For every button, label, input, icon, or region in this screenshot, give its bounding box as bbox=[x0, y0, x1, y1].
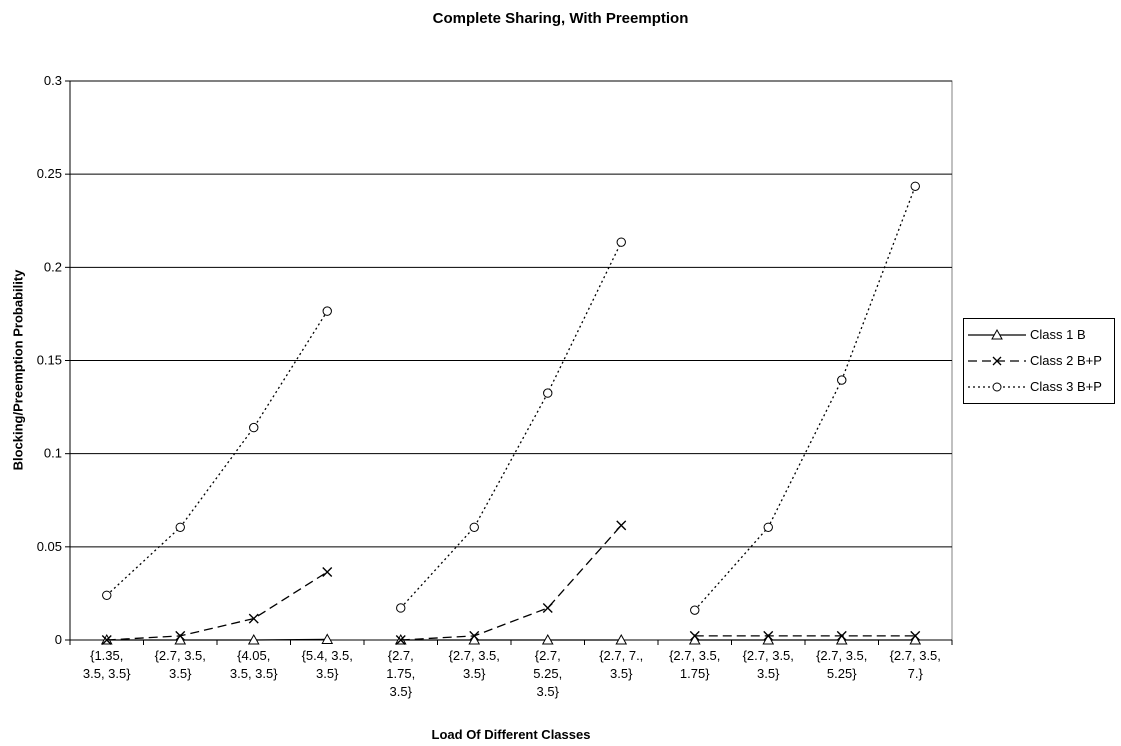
x-tick-label-line: 3.5} bbox=[169, 666, 192, 681]
x-tick-label-line: 3.5, 3.5} bbox=[83, 666, 131, 681]
y-tick-label: 0.05 bbox=[37, 539, 62, 554]
series-3-point bbox=[175, 522, 185, 532]
x-tick-label-line: 3.5} bbox=[610, 666, 633, 681]
y-tick-label: 0.15 bbox=[37, 353, 62, 368]
series-3-point bbox=[837, 375, 847, 385]
x-axis-label: Load Of Different Classes bbox=[431, 727, 591, 742]
series-2-point bbox=[469, 630, 480, 641]
x-tick-label-line: {2.7, 3.5, bbox=[155, 648, 206, 663]
series-3-line bbox=[106, 310, 328, 596]
legend-label-class-3: Class 3 B+P bbox=[1030, 379, 1102, 394]
series-3-line bbox=[400, 241, 622, 609]
x-tick-label-line: 5.25, bbox=[533, 666, 562, 681]
y-tick-label: 0.25 bbox=[37, 166, 62, 181]
series-3-point bbox=[322, 306, 332, 316]
y-tick-label: 0 bbox=[55, 632, 62, 647]
series-3-point bbox=[469, 522, 479, 532]
x-tick-label-line: {2.7, 3.5, bbox=[743, 648, 794, 663]
x-tick-label-line: {2.7, 3.5, bbox=[890, 648, 941, 663]
x-tick-label-line: {2.7, 3.5, bbox=[449, 648, 500, 663]
x-tick-label-line: {2.7, 7., bbox=[599, 648, 643, 663]
series-1-point bbox=[541, 633, 554, 645]
x-tick-label-line: {2.7, 3.5, bbox=[669, 648, 720, 663]
x-tick-label: {2.7, 3.5, 7.} bbox=[890, 648, 941, 681]
y-tick-label: 0.3 bbox=[44, 73, 62, 88]
series-2-point bbox=[542, 602, 553, 613]
series-2-point bbox=[322, 566, 333, 577]
x-tick-label-line: 1.75, bbox=[386, 666, 415, 681]
x-tick-label: {2.7, 3.5, 3.5} bbox=[449, 648, 500, 681]
series-1-point bbox=[615, 633, 628, 645]
series-1-point bbox=[835, 633, 848, 645]
series-1-point bbox=[688, 633, 701, 645]
series-1-line bbox=[106, 638, 328, 641]
series-3-point bbox=[763, 522, 773, 532]
series-1-point bbox=[247, 633, 260, 645]
legend-swatch-class-2 bbox=[968, 356, 1026, 366]
x-tick-label-line: 3.5} bbox=[757, 666, 780, 681]
x-tick-label-line: {1.35, bbox=[90, 648, 123, 663]
series-3-point bbox=[249, 422, 259, 433]
x-tick-label-line: 3.5, 3.5} bbox=[230, 666, 278, 681]
x-tick-label: {2.7, 5.25, 3.5} bbox=[533, 648, 562, 699]
series-1-point bbox=[174, 633, 187, 645]
legend-label-class-2: Class 2 B+P bbox=[1030, 353, 1102, 368]
series-2-point bbox=[101, 635, 112, 645]
x-tick-label-line: 3.5} bbox=[316, 666, 339, 681]
series-2-point bbox=[689, 630, 700, 641]
series-3-point bbox=[396, 603, 406, 613]
series-2-point bbox=[395, 635, 406, 645]
x-tick-label: {2.7, 3.5, 3.5} bbox=[155, 648, 206, 681]
x-tick-label: {4.05, 3.5, 3.5} bbox=[230, 648, 278, 681]
x-tick-label-line: 5.25} bbox=[827, 666, 857, 681]
x-tick-label-line: {2.7, bbox=[388, 648, 414, 663]
x-tick-label: {2.7, 3.5, 3.5} bbox=[743, 648, 794, 681]
x-tick-label: {2.7, 7., 3.5} bbox=[599, 648, 643, 681]
series-3-line bbox=[694, 186, 916, 611]
x-tick-label-line: 7.} bbox=[908, 666, 924, 681]
series-1-point bbox=[468, 633, 481, 645]
series-2-point bbox=[763, 630, 774, 641]
series-2-point bbox=[616, 520, 627, 531]
legend-item-class-2: Class 2 B+P bbox=[964, 350, 1114, 372]
legend: Class 1 B Class 2 B+P Class 3 B+P bbox=[963, 318, 1115, 404]
x-tick-label-line: 1.75} bbox=[680, 666, 710, 681]
series-2-point bbox=[910, 630, 921, 641]
series-3-point bbox=[616, 237, 626, 247]
legend-item-class-3: Class 3 B+P bbox=[964, 376, 1114, 398]
y-tick-label: 0.1 bbox=[44, 446, 62, 461]
x-tick-label: {5.4, 3.5, 3.5} bbox=[302, 648, 353, 681]
legend-swatch-class-3 bbox=[968, 382, 1026, 392]
series-2-line bbox=[106, 571, 328, 641]
x-tick-label-line: 3.5} bbox=[537, 684, 560, 699]
x-tick-label: {2.7, 3.5, 5.25} bbox=[816, 648, 867, 681]
chart-title: Complete Sharing, With Preemption bbox=[432, 10, 689, 27]
series-3-point bbox=[102, 590, 112, 600]
series-3-point bbox=[543, 388, 553, 398]
series-1-point bbox=[762, 633, 775, 645]
series-2-point bbox=[836, 630, 847, 641]
series-3-point bbox=[910, 181, 920, 191]
x-tick-label-line: {4.05, bbox=[237, 648, 270, 663]
legend-item-class-1: Class 1 B bbox=[964, 324, 1114, 346]
legend-swatch-class-1 bbox=[968, 328, 1026, 340]
x-tick-label-line: 3.5} bbox=[463, 666, 486, 681]
series-2-line bbox=[400, 524, 622, 641]
x-tick-label-line: {2.7, 3.5, bbox=[816, 648, 867, 663]
series-2-point bbox=[175, 630, 186, 641]
x-tick-label: {1.35, 3.5, 3.5} bbox=[83, 648, 131, 681]
x-tick-label-line: 3.5} bbox=[390, 684, 413, 699]
x-tick-label-line: {5.4, 3.5, bbox=[302, 648, 353, 663]
y-tick-label: 0.2 bbox=[44, 259, 62, 274]
series-2-point bbox=[248, 613, 259, 624]
series-1-point bbox=[321, 633, 334, 644]
series-1-point bbox=[909, 633, 922, 645]
legend-label-class-1: Class 1 B bbox=[1030, 327, 1086, 342]
series-3-point bbox=[690, 605, 700, 615]
x-tick-label: {2.7, 3.5, 1.75} bbox=[669, 648, 720, 681]
x-tick-label: {2.7, 1.75, 3.5} bbox=[386, 648, 415, 699]
x-tick-label-line: {2.7, bbox=[535, 648, 561, 663]
